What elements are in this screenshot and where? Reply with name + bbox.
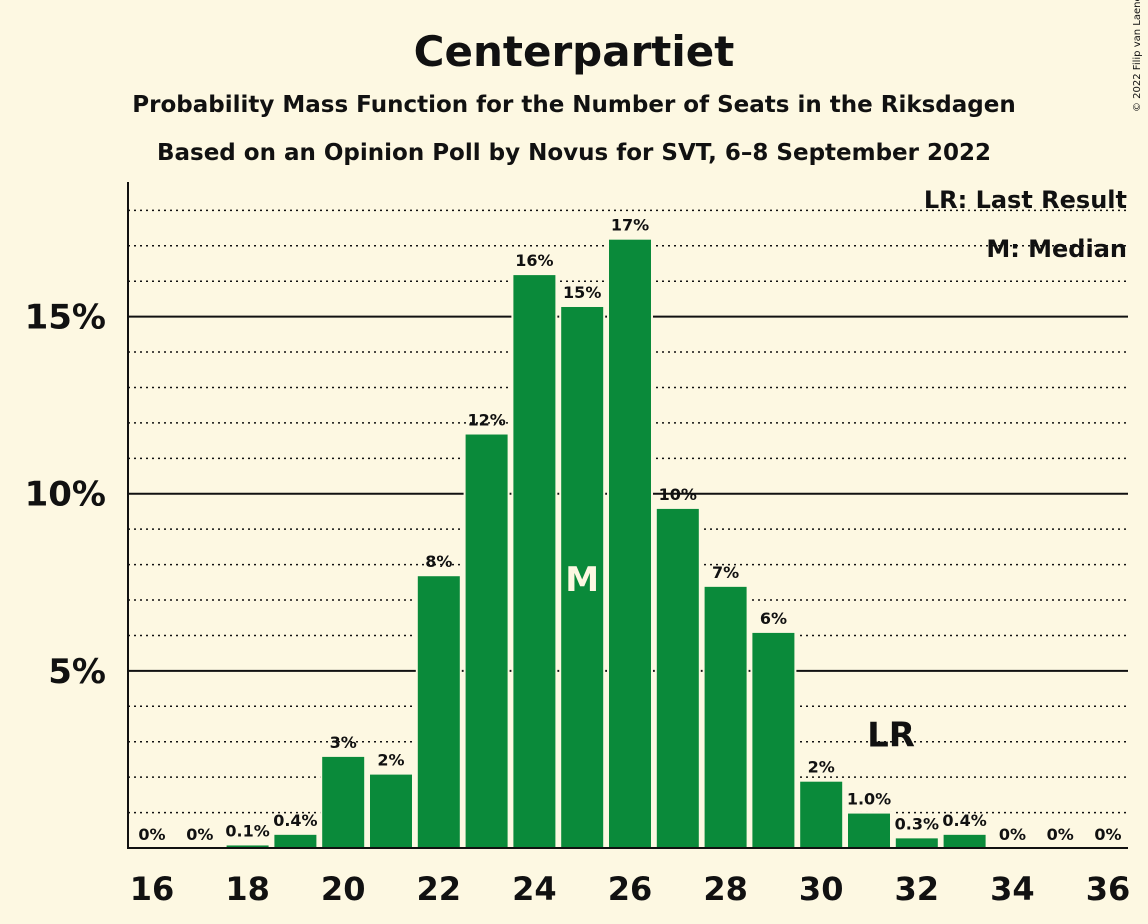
x-tick-label: 28 xyxy=(703,870,748,908)
bar-seat-23 xyxy=(463,432,510,849)
data-label-seat-23: 12% xyxy=(467,411,505,430)
data-label-seat-21: 2% xyxy=(377,751,404,770)
data-label-seat-30: 2% xyxy=(808,758,835,777)
x-tick-label: 16 xyxy=(130,870,175,908)
legend-median: M: Median xyxy=(986,235,1127,263)
bar-seat-20 xyxy=(320,754,367,849)
data-label-seat-22: 8% xyxy=(425,552,452,571)
data-label-seat-34: 0% xyxy=(999,825,1026,844)
bar-seat-32 xyxy=(893,836,940,849)
data-label-seat-29: 6% xyxy=(760,609,787,628)
data-label-seat-24: 16% xyxy=(515,251,553,270)
bar-seat-31 xyxy=(846,811,892,849)
x-tick-label: 22 xyxy=(417,870,462,908)
data-label-seat-19: 0.4% xyxy=(273,811,317,830)
data-label-seat-26: 17% xyxy=(611,216,649,235)
bar-seat-22 xyxy=(415,574,462,849)
bar-seat-27 xyxy=(654,506,701,849)
x-tick-label: 34 xyxy=(990,870,1035,908)
copyright-text: © 2022 Filip van Laenen xyxy=(1132,0,1143,112)
bar-seat-19 xyxy=(272,832,319,849)
data-labels: 0% 0% 0.1%0.4%3%2%8%12%16%15%17%10%7%6%2%1… xyxy=(138,216,1121,844)
y-tick-labels: 5% 10% 15% xyxy=(25,298,106,692)
chart-subtitle-2: Based on an Opinion Poll by Novus for SV… xyxy=(157,140,991,166)
data-label-seat-17: 0% xyxy=(186,825,213,844)
y-tick-label: 15% xyxy=(25,298,106,338)
data-label-seat-33: 0.4% xyxy=(942,811,986,830)
data-label-seat-32: 0.3% xyxy=(895,814,939,833)
legend-last-result: LR: Last Result xyxy=(924,186,1127,214)
bar-seat-26 xyxy=(607,237,653,849)
bar-seat-28 xyxy=(702,584,749,849)
data-label-seat-18: 0.1% xyxy=(225,821,269,840)
bar-seat-33 xyxy=(941,832,988,849)
chart-subtitle-1: Probability Mass Function for the Number… xyxy=(132,92,1015,118)
x-tick-label: 26 xyxy=(608,870,653,908)
x-tick-labels: 16 18 20 22 24 26 28 30 32 34 36 xyxy=(130,870,1131,908)
median-marker: M xyxy=(565,560,599,600)
bar-seat-29 xyxy=(750,630,797,849)
data-label-seat-36: 0% xyxy=(1094,825,1121,844)
y-tick-label: 5% xyxy=(48,652,106,692)
y-tick-label: 10% xyxy=(25,475,106,515)
x-tick-label: 18 xyxy=(225,870,270,908)
data-label-seat-28: 7% xyxy=(712,563,739,582)
last-result-marker: LR xyxy=(867,716,915,756)
x-tick-label: 36 xyxy=(1086,870,1131,908)
bar-seat-30 xyxy=(798,779,845,849)
x-tick-label: 24 xyxy=(512,870,557,908)
x-tick-label: 30 xyxy=(799,870,844,908)
bar-seat-21 xyxy=(368,772,414,849)
x-tick-label: 32 xyxy=(895,870,940,908)
data-label-seat-35: 0% xyxy=(1047,825,1074,844)
axes xyxy=(127,182,1128,849)
bar-seat-24 xyxy=(511,273,558,849)
data-label-seat-20: 3% xyxy=(330,733,357,752)
data-label-seat-27: 10% xyxy=(659,485,697,504)
chart-title: Centerpartiet xyxy=(414,27,735,76)
data-label-seat-25: 15% xyxy=(563,283,601,302)
data-label-seat-16: 0% xyxy=(138,825,165,844)
bars xyxy=(224,237,988,850)
data-label-seat-31: 1.0% xyxy=(847,790,891,809)
x-tick-label: 20 xyxy=(321,870,366,908)
